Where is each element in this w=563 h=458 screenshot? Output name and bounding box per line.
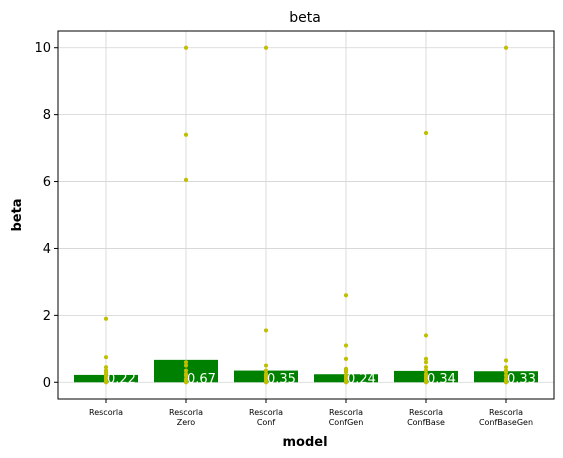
data-point xyxy=(343,370,349,375)
data-point xyxy=(183,360,189,365)
data-point xyxy=(103,365,109,370)
x-axis-label: model xyxy=(282,435,327,450)
data-point xyxy=(423,360,429,365)
y-axis-label: beta xyxy=(10,198,25,231)
bar-value-label: 0.33 xyxy=(507,372,536,387)
y-tick-label: 8 xyxy=(43,108,51,123)
data-point xyxy=(263,328,269,333)
bar-value-label: 0.34 xyxy=(427,372,456,387)
y-ticks: 0 2 4 6 8 10 xyxy=(34,41,58,391)
data-point xyxy=(423,333,429,338)
bar-value-label: 0.67 xyxy=(187,372,216,387)
data-point xyxy=(343,293,349,298)
data-point xyxy=(263,368,269,373)
data-point xyxy=(183,45,189,50)
data-point xyxy=(103,316,109,321)
x-tick-label: Rescorla ConfBaseGen xyxy=(479,408,533,427)
plot-frame xyxy=(57,30,555,400)
bars xyxy=(74,359,538,383)
x-tick-label: Rescorla xyxy=(89,408,123,417)
bar-value-label: 0.22 xyxy=(107,372,136,387)
data-point xyxy=(343,380,349,385)
data-point xyxy=(183,368,189,373)
data-point xyxy=(183,380,189,385)
data-point xyxy=(263,380,269,385)
data-point xyxy=(183,363,189,368)
data-point xyxy=(263,45,269,50)
data-point xyxy=(423,356,429,361)
x-tick-label: Rescorla Zero xyxy=(169,408,203,427)
data-point xyxy=(183,373,189,378)
data-point xyxy=(503,45,509,50)
data-point xyxy=(423,365,429,370)
data-point xyxy=(503,373,509,378)
data-point xyxy=(183,132,189,137)
data-point xyxy=(343,356,349,361)
data-point xyxy=(423,368,429,373)
points xyxy=(103,45,509,385)
y-tick-label: 10 xyxy=(34,41,51,56)
data-point xyxy=(503,365,509,370)
data-point xyxy=(423,380,429,385)
data-point xyxy=(503,380,509,385)
data-point xyxy=(503,358,509,363)
y-tick-label: 6 xyxy=(43,175,51,190)
y-tick-label: 0 xyxy=(43,376,51,391)
y-tick-label: 4 xyxy=(43,242,51,257)
data-point xyxy=(423,130,429,136)
grid xyxy=(58,31,554,399)
bar-value-label: 0.24 xyxy=(347,372,376,387)
data-point xyxy=(503,370,509,375)
x-tick-label: Rescorla Conf xyxy=(249,408,283,427)
data-point xyxy=(103,380,109,385)
y-tick-label: 2 xyxy=(43,309,51,324)
x-tick-label: Rescorla ConfGen xyxy=(329,408,364,427)
bar-value-label: 0.35 xyxy=(267,372,296,387)
data-point xyxy=(103,355,109,360)
data-point xyxy=(343,343,349,348)
chart-title: beta xyxy=(289,10,321,26)
x-ticks: Rescorla Rescorla Zero Rescorla Conf Rescorla… xyxy=(89,399,533,427)
x-tick-label: Rescorla ConfBase xyxy=(407,408,445,427)
value-labels: 0.22 0.67 0.35 0.24 0.34 0.33 xyxy=(107,372,536,387)
data-point xyxy=(263,363,269,368)
data-point xyxy=(183,177,189,182)
